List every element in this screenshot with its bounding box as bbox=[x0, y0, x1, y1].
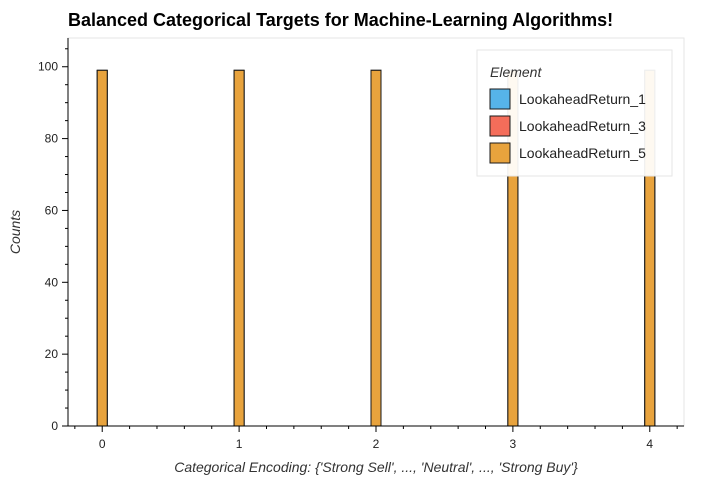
y-axis-label: Counts bbox=[7, 210, 23, 254]
bar-lookaheadreturn-5-0 bbox=[96, 69, 108, 427]
y-tick-label: 0 bbox=[51, 419, 58, 433]
x-tick-label: 0 bbox=[99, 437, 106, 451]
y-tick-label: 20 bbox=[45, 347, 59, 361]
x-axis-ticks: 0 1 2 3 4 bbox=[74, 426, 678, 451]
x-axis-label: Categorical Encoding: {'Strong Sell', ..… bbox=[174, 459, 578, 475]
x-tick-label: 2 bbox=[373, 437, 380, 451]
legend-label-lookaheadreturn-5: LookaheadReturn_5 bbox=[519, 145, 646, 161]
legend-swatch-lookaheadreturn-1 bbox=[489, 88, 511, 110]
legend-swatch-lookaheadreturn-5 bbox=[489, 142, 511, 164]
y-tick-label: 60 bbox=[45, 203, 59, 217]
chart-title: Balanced Categorical Targets for Machine… bbox=[68, 10, 613, 30]
y-tick-label: 100 bbox=[38, 60, 58, 74]
legend-label-lookaheadreturn-3: LookaheadReturn_3 bbox=[519, 118, 646, 134]
y-tick-label: 40 bbox=[45, 275, 59, 289]
legend-swatch-lookaheadreturn-3 bbox=[489, 115, 511, 137]
legend: Element LookaheadReturn_1 LookaheadReturn… bbox=[476, 49, 673, 177]
x-tick-label: 4 bbox=[646, 437, 653, 451]
bar-lookaheadreturn-5-1 bbox=[233, 69, 245, 427]
y-axis-ticks: 0 20 40 60 80 100 bbox=[38, 48, 68, 433]
x-tick-label: 3 bbox=[510, 437, 517, 451]
legend-title: Element bbox=[490, 64, 542, 80]
y-tick-label: 80 bbox=[45, 132, 59, 146]
bar-lookaheadreturn-5-2 bbox=[370, 69, 382, 427]
x-tick-label: 1 bbox=[236, 437, 243, 451]
legend-label-lookaheadreturn-1: LookaheadReturn_1 bbox=[519, 91, 646, 107]
